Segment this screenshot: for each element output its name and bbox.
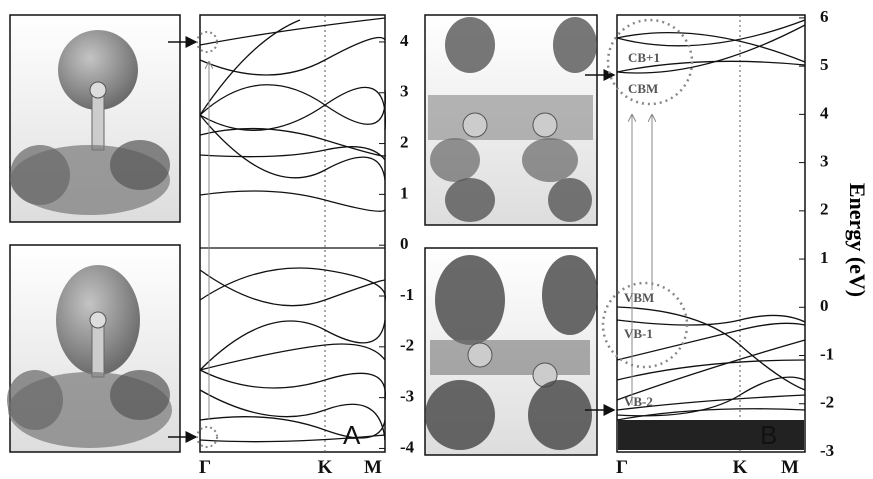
y-tick-label: 3	[820, 152, 829, 171]
y-tick-label: 3	[400, 82, 409, 101]
y-tick-label: -3	[820, 441, 834, 460]
y-tick-label: -3	[400, 387, 414, 406]
k-point-label: Γ	[199, 457, 211, 478]
y-tick-label: 1	[400, 183, 409, 202]
panel-label: A	[343, 420, 361, 450]
y-tick-label: 4	[820, 103, 829, 122]
y-tick-label: 0	[820, 296, 829, 315]
band-panel-a	[200, 15, 385, 452]
k-point-label: K	[318, 457, 333, 478]
state-label: CB+1	[628, 50, 660, 65]
y-tick-label: 0	[400, 234, 409, 253]
y-tick-label: -1	[820, 344, 834, 363]
y-tick-label: -2	[400, 336, 414, 355]
k-point-label: K	[733, 457, 748, 478]
state-label: CBM	[628, 81, 658, 96]
y-tick-label: -4	[400, 437, 415, 456]
y-tick-label: 6	[820, 7, 829, 26]
orbital-image	[425, 248, 598, 455]
y-tick-label: -1	[400, 285, 414, 304]
axis-title: Energy (eV)	[845, 183, 870, 297]
y-tick-label: 4	[400, 31, 409, 50]
y-tick-label: 5	[820, 55, 829, 74]
k-point-label: M	[781, 457, 799, 478]
y-tick-label: -2	[820, 393, 834, 412]
state-label: VB-1	[624, 326, 653, 341]
orbital-image	[425, 15, 597, 225]
orbital-image	[10, 15, 180, 222]
k-point-label: M	[364, 457, 382, 478]
figure: A B Energy (eV) -4 -3 -2 -1 0 1 2 3 4 Γ K M -3 -2 -1 0 1…	[0, 0, 873, 479]
y-tick-label: 1	[820, 248, 829, 267]
orbital-image	[7, 245, 180, 452]
state-label: VB-2	[624, 394, 653, 409]
y-tick-label: 2	[400, 132, 409, 151]
panel-label: B	[760, 420, 777, 450]
y-tick-label: 2	[820, 200, 829, 219]
state-label: VBM	[624, 290, 654, 305]
k-point-label: Γ	[616, 457, 628, 478]
